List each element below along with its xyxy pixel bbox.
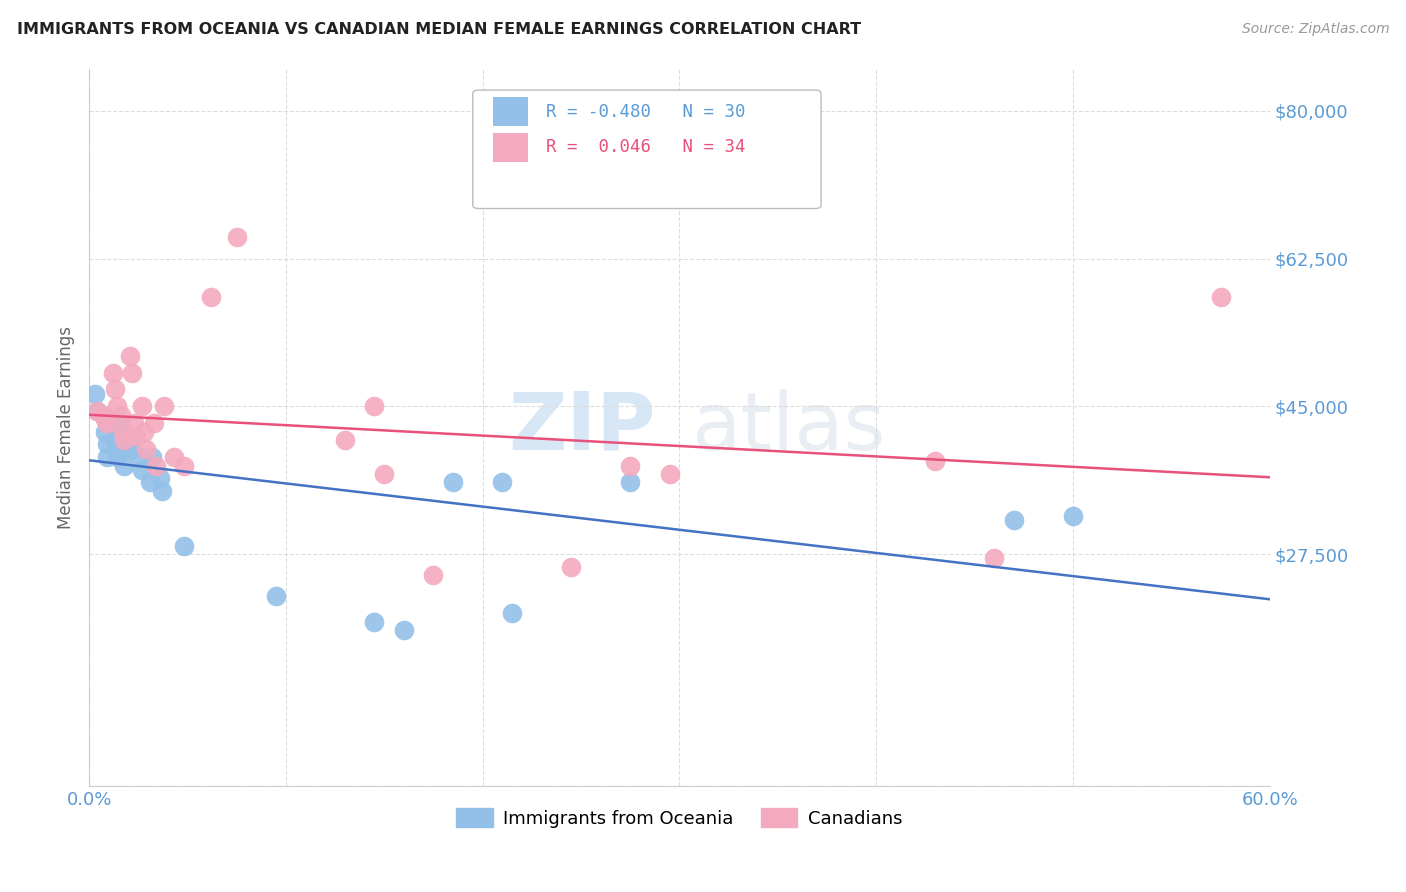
Point bbox=[96, 437, 118, 451]
Text: R = -0.480   N = 30: R = -0.480 N = 30 bbox=[546, 103, 745, 120]
Point bbox=[392, 624, 415, 638]
Y-axis label: Median Female Earnings: Median Female Earnings bbox=[58, 326, 75, 529]
Point bbox=[114, 433, 136, 447]
Point bbox=[373, 467, 395, 481]
Point bbox=[491, 475, 513, 490]
Point bbox=[101, 417, 124, 431]
Point bbox=[1209, 289, 1232, 303]
Point bbox=[619, 475, 641, 490]
Point bbox=[143, 417, 166, 431]
Point bbox=[135, 442, 157, 456]
Point bbox=[924, 454, 946, 468]
Point bbox=[105, 400, 128, 414]
Point bbox=[114, 458, 136, 473]
Point bbox=[94, 412, 117, 426]
Point bbox=[124, 417, 146, 431]
Point bbox=[105, 450, 128, 464]
Point bbox=[91, 408, 114, 422]
Point bbox=[619, 458, 641, 473]
Point bbox=[129, 450, 152, 464]
Point bbox=[110, 417, 132, 431]
Point bbox=[110, 408, 132, 422]
Point bbox=[101, 366, 124, 380]
Point bbox=[121, 366, 143, 380]
Point bbox=[173, 458, 195, 473]
Point bbox=[983, 551, 1005, 566]
Point bbox=[264, 590, 287, 604]
Point bbox=[125, 429, 148, 443]
Text: IMMIGRANTS FROM OCEANIA VS CANADIAN MEDIAN FEMALE EARNINGS CORRELATION CHART: IMMIGRANTS FROM OCEANIA VS CANADIAN MEDI… bbox=[17, 22, 860, 37]
Point bbox=[560, 560, 582, 574]
Point bbox=[163, 450, 186, 464]
Bar bbox=[494, 97, 529, 126]
Text: ZIP: ZIP bbox=[509, 389, 655, 467]
Point bbox=[96, 450, 118, 464]
Point bbox=[501, 607, 523, 621]
Point bbox=[121, 442, 143, 456]
Point bbox=[104, 433, 127, 447]
Point bbox=[86, 403, 108, 417]
Point bbox=[1062, 509, 1084, 524]
Point bbox=[131, 400, 153, 414]
Point bbox=[96, 417, 118, 431]
FancyBboxPatch shape bbox=[472, 90, 821, 209]
Legend: Immigrants from Oceania, Canadians: Immigrants from Oceania, Canadians bbox=[450, 801, 910, 835]
Point bbox=[153, 400, 176, 414]
Point bbox=[145, 458, 167, 473]
Point bbox=[200, 289, 222, 303]
Point bbox=[141, 450, 163, 464]
Point bbox=[111, 425, 134, 439]
Point bbox=[658, 467, 681, 481]
Point bbox=[131, 463, 153, 477]
Point bbox=[139, 475, 162, 490]
Point bbox=[84, 386, 107, 401]
Point bbox=[91, 408, 114, 422]
Point bbox=[422, 568, 444, 582]
Text: R =  0.046   N = 34: R = 0.046 N = 34 bbox=[546, 138, 745, 156]
Point bbox=[134, 425, 156, 439]
Point bbox=[173, 539, 195, 553]
Point bbox=[150, 483, 173, 498]
Point bbox=[120, 349, 142, 363]
Point bbox=[120, 433, 142, 447]
Point bbox=[86, 403, 108, 417]
Point bbox=[363, 400, 385, 414]
Text: Source: ZipAtlas.com: Source: ZipAtlas.com bbox=[1241, 22, 1389, 37]
Point bbox=[441, 475, 464, 490]
Point bbox=[149, 471, 172, 485]
Point bbox=[363, 615, 385, 629]
Point bbox=[94, 425, 117, 439]
Point bbox=[111, 442, 134, 456]
Text: atlas: atlas bbox=[692, 389, 886, 467]
Point bbox=[104, 383, 127, 397]
Point bbox=[1002, 513, 1025, 527]
Point bbox=[225, 230, 247, 244]
Point bbox=[333, 433, 356, 447]
Bar bbox=[494, 133, 529, 161]
